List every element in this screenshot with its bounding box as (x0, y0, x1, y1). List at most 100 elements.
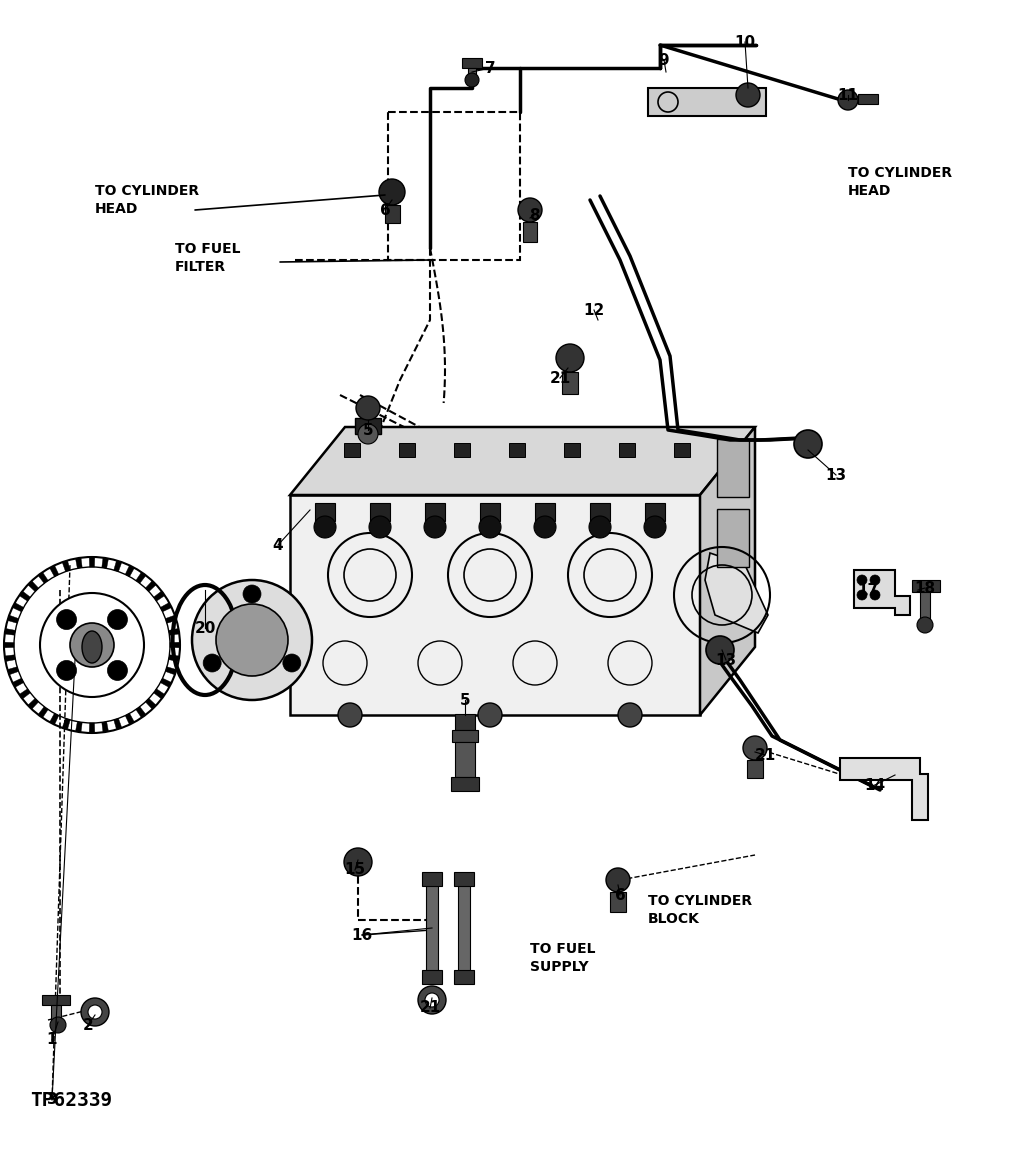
Text: 12: 12 (582, 302, 604, 317)
Polygon shape (102, 721, 108, 733)
Circle shape (425, 993, 439, 1007)
Text: 9: 9 (658, 52, 668, 67)
Circle shape (869, 590, 880, 600)
Text: TO CYLINDER
HEAD: TO CYLINDER HEAD (95, 185, 199, 215)
Circle shape (464, 73, 478, 87)
Polygon shape (290, 495, 700, 715)
Text: 3: 3 (47, 1092, 58, 1107)
Bar (535, 504, 554, 521)
Circle shape (50, 1016, 66, 1033)
Text: 21: 21 (549, 371, 570, 385)
Polygon shape (170, 642, 180, 648)
Polygon shape (154, 591, 165, 601)
Circle shape (81, 998, 109, 1026)
Text: 18: 18 (914, 580, 934, 595)
Circle shape (107, 609, 127, 629)
Text: 7: 7 (484, 60, 494, 76)
Bar (716, 509, 748, 568)
Circle shape (742, 736, 766, 759)
Bar (455, 742, 474, 777)
Circle shape (344, 848, 372, 876)
Circle shape (477, 702, 501, 727)
Circle shape (379, 179, 404, 205)
Polygon shape (113, 719, 121, 729)
Polygon shape (125, 565, 134, 577)
Circle shape (555, 344, 583, 372)
Circle shape (215, 604, 288, 676)
Circle shape (40, 593, 144, 697)
Polygon shape (38, 707, 49, 718)
Circle shape (70, 623, 114, 668)
Circle shape (478, 516, 500, 538)
Text: TP62339: TP62339 (30, 1091, 112, 1110)
Circle shape (837, 90, 857, 110)
Text: TO FUEL
SUPPLY: TO FUEL SUPPLY (530, 942, 594, 973)
Polygon shape (135, 707, 146, 718)
Bar (911, 580, 939, 592)
Polygon shape (28, 580, 38, 592)
Bar (398, 443, 415, 457)
Circle shape (606, 868, 630, 892)
Circle shape (107, 661, 127, 680)
Text: 14: 14 (863, 778, 885, 792)
Polygon shape (4, 642, 14, 648)
Bar (454, 970, 473, 984)
Circle shape (243, 585, 261, 602)
Circle shape (313, 516, 336, 538)
Bar (451, 777, 478, 791)
Bar (452, 730, 477, 742)
Polygon shape (169, 655, 179, 662)
Polygon shape (125, 713, 134, 725)
Polygon shape (28, 699, 38, 709)
Bar (454, 872, 473, 886)
Bar (454, 443, 469, 457)
Text: 13: 13 (715, 652, 736, 668)
Bar (561, 372, 577, 394)
Polygon shape (19, 591, 30, 601)
Bar (673, 443, 690, 457)
Circle shape (203, 654, 221, 672)
Text: 6: 6 (614, 887, 625, 902)
Bar (384, 205, 399, 223)
Text: 10: 10 (734, 35, 755, 50)
Polygon shape (5, 655, 15, 662)
Text: 17: 17 (856, 583, 878, 598)
Circle shape (88, 1005, 102, 1019)
Polygon shape (290, 427, 754, 495)
Polygon shape (7, 615, 18, 623)
Bar (479, 504, 499, 521)
Polygon shape (839, 758, 927, 820)
Circle shape (534, 516, 555, 538)
Text: 15: 15 (344, 863, 365, 878)
Bar (746, 759, 762, 778)
Polygon shape (102, 558, 108, 569)
Polygon shape (62, 719, 70, 729)
Bar (370, 504, 389, 521)
Polygon shape (146, 699, 156, 709)
Ellipse shape (82, 632, 102, 663)
Text: 1: 1 (47, 1033, 58, 1048)
Bar (462, 58, 481, 67)
Circle shape (424, 516, 446, 538)
Polygon shape (160, 602, 172, 612)
Text: 8: 8 (528, 207, 539, 222)
Text: 21: 21 (419, 1000, 440, 1015)
Polygon shape (89, 557, 95, 568)
Circle shape (856, 575, 866, 585)
Bar (51, 1005, 61, 1027)
Polygon shape (12, 602, 23, 612)
Text: 5: 5 (459, 692, 470, 707)
Bar (716, 438, 748, 497)
Circle shape (356, 395, 379, 420)
Text: TO CYLINDER
HEAD: TO CYLINDER HEAD (847, 166, 951, 198)
Text: TO FUEL
FILTER: TO FUEL FILTER (175, 242, 241, 273)
Bar (455, 714, 474, 730)
Text: TO CYLINDER
BLOCK: TO CYLINDER BLOCK (647, 894, 751, 926)
Circle shape (57, 661, 77, 680)
Polygon shape (38, 572, 49, 584)
Circle shape (418, 986, 446, 1014)
Circle shape (192, 580, 311, 700)
Polygon shape (113, 561, 121, 571)
Bar (563, 443, 579, 457)
Bar (42, 996, 70, 1005)
